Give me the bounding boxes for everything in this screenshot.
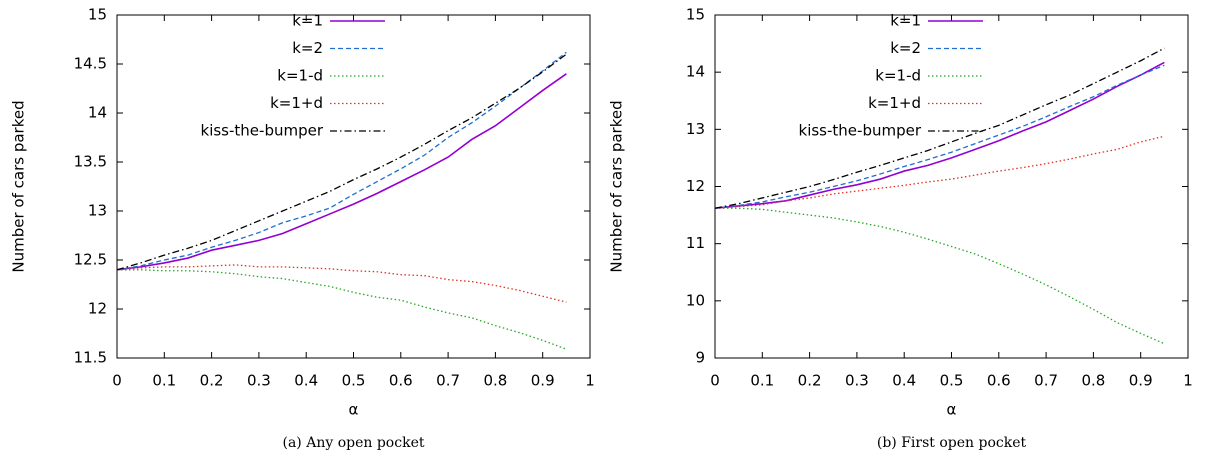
legend-label: k=1+d: [868, 94, 921, 112]
x-tick-label: 1: [1183, 372, 1193, 390]
x-tick-label: 0.3: [247, 372, 271, 390]
y-tick-label: 14: [88, 104, 107, 122]
x-tick-label: 1: [585, 372, 595, 390]
series-line: [116, 51, 567, 271]
series-line: [116, 53, 567, 271]
y-tick-label: 13.5: [74, 153, 107, 171]
x-tick-label: 0.6: [389, 372, 413, 390]
y-tick-label: 11.5: [74, 349, 107, 367]
y-tick-label: 13: [686, 120, 705, 138]
x-tick-label: 0.1: [152, 372, 176, 390]
y-tick-label: 15: [686, 6, 705, 24]
legend-label: kiss-the-bumper: [799, 122, 922, 140]
y-tick-label: 13: [88, 202, 107, 220]
y-tick-label: 10: [686, 291, 705, 309]
legend-label: kiss-the-bumper: [201, 122, 324, 140]
y-tick-label: 9: [695, 349, 705, 367]
x-tick-label: 0: [112, 372, 122, 390]
legend-label: k=2: [292, 39, 323, 57]
legend-label: k=1: [292, 12, 323, 30]
series-line: [714, 47, 1165, 209]
subplot: 9 10 11 12 13 14 15 0 0.1 0.2 0.3 0.4 0.5 0.6 0.7 0.8 0.…: [608, 6, 1193, 452]
x-tick-label: 0.8: [483, 372, 507, 390]
x-tick-label: 0.8: [1081, 372, 1105, 390]
plot-frame: [714, 14, 1189, 359]
legend-label: k=2: [890, 39, 921, 57]
y-tick-label: 12: [88, 300, 107, 318]
x-tick-label: 0: [710, 372, 720, 390]
series-line: [714, 61, 1165, 210]
x-tick-label: 0.9: [531, 372, 555, 390]
x-tick-label: 0.2: [200, 372, 224, 390]
x-axis-label: α: [947, 401, 957, 419]
y-tick-label: 15: [88, 6, 107, 24]
x-tick-label: 0.6: [987, 372, 1011, 390]
y-tick-label: 11: [686, 234, 705, 252]
x-axis-label: α: [349, 401, 359, 419]
y-tick-label: 14.5: [74, 55, 107, 73]
legend-label: k=1+d: [270, 94, 323, 112]
y-axis-label: Number of cars parked: [608, 100, 626, 272]
series-line: [117, 269, 567, 350]
x-tick-label: 0.1: [750, 372, 774, 390]
legend-label: k=1-d: [277, 67, 323, 85]
y-tick-label: 14: [686, 63, 705, 81]
x-tick-label: 0.5: [342, 372, 366, 390]
legend-label: k=1-d: [875, 67, 921, 85]
plot-frame: [116, 14, 591, 359]
caption: (b) First open pocket: [877, 435, 1027, 451]
x-tick-label: 0.5: [940, 372, 964, 390]
y-axis-label: Number of cars parked: [10, 100, 28, 272]
x-tick-label: 0.7: [1034, 372, 1058, 390]
y-tick-label: 12: [686, 177, 705, 195]
series-line: [714, 64, 1165, 209]
y-tick-label: 12.5: [74, 251, 107, 269]
x-tick-label: 0.4: [892, 372, 916, 390]
x-tick-label: 0.7: [436, 372, 460, 390]
legend-label: k=1: [890, 12, 921, 30]
x-tick-label: 0.3: [845, 372, 869, 390]
subplot: 11.5 12 12.5 13 13.5 14 14.5 15 0 0.1 0.2 0.3 0.4 0.5…: [10, 6, 595, 452]
series-line: [116, 264, 567, 303]
x-tick-label: 0.4: [294, 372, 318, 390]
caption: (a) Any open pocket: [283, 435, 425, 451]
x-tick-label: 0.9: [1129, 372, 1153, 390]
series-line: [116, 73, 567, 271]
series-line: [715, 207, 1165, 345]
x-tick-label: 0.2: [798, 372, 822, 390]
